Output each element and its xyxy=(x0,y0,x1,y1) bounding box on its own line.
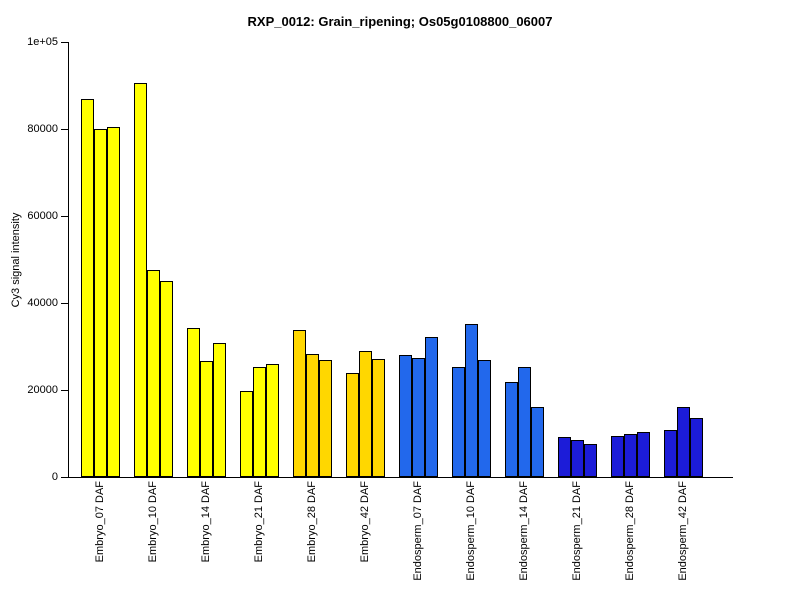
bar xyxy=(81,98,94,477)
bar-group xyxy=(664,407,703,477)
y-axis-tick xyxy=(61,390,68,391)
x-axis-tick-label: Embryo_14 DAF xyxy=(199,481,212,563)
y-axis-tick-label: 40000 xyxy=(27,297,58,309)
bar-group xyxy=(558,437,597,477)
x-axis-tick-label: Embryo_10 DAF xyxy=(146,481,159,563)
bar xyxy=(293,330,306,477)
x-label-cell: Embryo_21 DAF xyxy=(239,481,278,599)
bar-group xyxy=(346,350,385,477)
bar xyxy=(107,126,120,477)
bar xyxy=(200,360,213,477)
y-axis-tick xyxy=(61,129,68,130)
x-label-cell: Endosperm_21 DAF xyxy=(557,481,596,599)
y-axis-tick xyxy=(61,477,68,478)
y-axis-tick-label: 60000 xyxy=(27,210,58,222)
bar xyxy=(611,436,624,477)
y-axis-tick-label: 20000 xyxy=(27,384,58,396)
x-axis-tick-label: Endosperm_21 DAF xyxy=(570,481,583,581)
x-axis-tick-label: Endosperm_07 DAF xyxy=(411,481,424,581)
bar xyxy=(531,407,544,477)
x-axis-tick-label: Endosperm_14 DAF xyxy=(517,481,530,581)
bar-group xyxy=(611,432,650,477)
plot-area: Embryo_07 DAF Embryo_10 DAF Embryo_14 DAF E… xyxy=(68,42,733,599)
x-axis-tick-label: Embryo_07 DAF xyxy=(93,481,106,563)
x-label-cell: Endosperm_07 DAF xyxy=(398,481,437,599)
bar xyxy=(319,360,332,477)
x-axis-tick-label: Endosperm_28 DAF xyxy=(623,481,636,581)
bar-groups xyxy=(68,42,733,478)
y-axis-tick xyxy=(61,303,68,304)
x-label-cell: Embryo_10 DAF xyxy=(133,481,172,599)
bar xyxy=(664,430,677,477)
bar-group xyxy=(134,83,173,477)
bar xyxy=(240,390,253,477)
x-label-cell: Embryo_14 DAF xyxy=(186,481,225,599)
bar xyxy=(584,443,597,477)
bar xyxy=(465,323,478,477)
chart-title: RXP_0012: Grain_ripening; Os05g0108800_0… xyxy=(247,14,553,29)
bar-group xyxy=(452,323,491,477)
x-label-cell: Embryo_07 DAF xyxy=(80,481,119,599)
x-axis-tick-label: Embryo_42 DAF xyxy=(358,481,371,563)
bar-group xyxy=(293,330,332,477)
bar-group xyxy=(240,363,279,477)
x-label-cell: Endosperm_14 DAF xyxy=(504,481,543,599)
bar xyxy=(160,281,173,477)
x-label-cell: Embryo_28 DAF xyxy=(292,481,331,599)
bar xyxy=(372,359,385,477)
bar-group xyxy=(81,98,120,477)
bar xyxy=(425,336,438,477)
bar xyxy=(677,407,690,477)
y-axis-tick-label: 0 xyxy=(51,471,58,483)
bar xyxy=(253,366,266,477)
x-axis-tick-label: Endosperm_42 DAF xyxy=(676,481,689,581)
bar xyxy=(359,350,372,477)
bar xyxy=(399,355,412,477)
y-axis-tick xyxy=(61,216,68,217)
y-axis-tick-label: 80000 xyxy=(27,123,58,135)
bar-group xyxy=(399,336,438,477)
y-axis-title: Cy3 signal intensity xyxy=(10,212,22,308)
bar xyxy=(452,366,465,477)
x-label-cell: Endosperm_42 DAF xyxy=(663,481,702,599)
bar xyxy=(478,360,491,477)
y-axis-tick-label: 1e+05 xyxy=(27,36,58,48)
bar xyxy=(624,433,637,477)
x-axis-tick-label: Endosperm_10 DAF xyxy=(464,481,477,581)
bar xyxy=(571,440,584,477)
bar xyxy=(518,366,531,477)
x-axis-tick-label: Embryo_28 DAF xyxy=(305,481,318,563)
bar xyxy=(637,432,650,477)
x-labels: Embryo_07 DAF Embryo_10 DAF Embryo_14 DAF E… xyxy=(68,481,733,599)
bar xyxy=(346,373,359,477)
bar xyxy=(558,437,571,477)
x-label-cell: Endosperm_10 DAF xyxy=(451,481,490,599)
bar xyxy=(147,269,160,477)
bar xyxy=(306,353,319,477)
bar-group xyxy=(505,366,544,477)
x-label-cell: Endosperm_28 DAF xyxy=(610,481,649,599)
y-axis-tick xyxy=(61,42,68,43)
bar xyxy=(505,382,518,477)
bar xyxy=(187,327,200,477)
bar xyxy=(690,417,703,477)
bar xyxy=(94,129,107,477)
bar xyxy=(134,83,147,477)
bar xyxy=(213,343,226,477)
bar xyxy=(266,363,279,477)
bar-group xyxy=(187,327,226,477)
bar xyxy=(412,357,425,477)
x-label-cell: Embryo_42 DAF xyxy=(345,481,384,599)
x-axis-tick-label: Embryo_21 DAF xyxy=(252,481,265,563)
